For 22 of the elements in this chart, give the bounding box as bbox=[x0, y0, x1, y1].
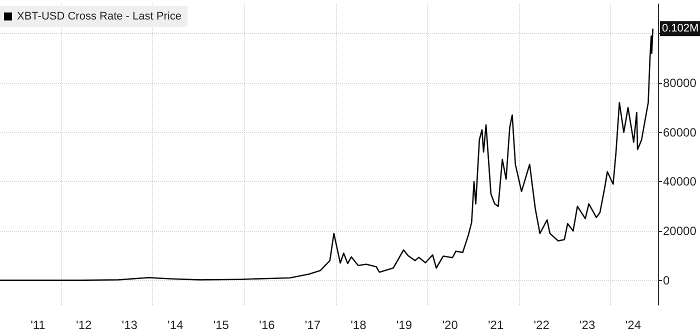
x-tick-label: '16 bbox=[259, 318, 276, 332]
x-tick-label: '17 bbox=[304, 318, 321, 332]
x-tick-label: '19 bbox=[396, 318, 412, 332]
x-tick-label: '23 bbox=[579, 318, 596, 332]
y-tick-label: 20000 bbox=[663, 224, 697, 238]
y-tick-label: 80000 bbox=[663, 76, 697, 90]
line-series bbox=[0, 28, 654, 281]
x-tick-label: '20 bbox=[442, 318, 458, 332]
x-tick-label: '15 bbox=[213, 318, 230, 332]
x-tick-label: '13 bbox=[122, 318, 138, 332]
annotation: 0.102M bbox=[662, 22, 699, 35]
x-tick-label: '18 bbox=[350, 318, 367, 332]
x-tick-label: '21 bbox=[488, 318, 504, 332]
x-tick-label: '11 bbox=[30, 318, 46, 332]
legend-label: XBT-USD Cross Rate - Last Price bbox=[17, 10, 182, 22]
x-tick-label: '14 bbox=[168, 318, 184, 332]
x-tick-label: '22 bbox=[534, 318, 550, 332]
x-tick-label: '24 bbox=[625, 318, 642, 332]
y-tick-label: 40000 bbox=[663, 174, 697, 189]
y-tick-label: 60000 bbox=[663, 125, 697, 140]
y-tick-label: 0 bbox=[663, 273, 670, 288]
x-tick-label: '12 bbox=[76, 318, 92, 332]
